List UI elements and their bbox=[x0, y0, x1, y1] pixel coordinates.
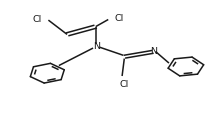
Text: Cl: Cl bbox=[33, 15, 42, 24]
Text: N: N bbox=[150, 47, 157, 56]
Text: Cl: Cl bbox=[115, 14, 124, 23]
Text: Cl: Cl bbox=[120, 80, 129, 89]
Text: N: N bbox=[93, 42, 100, 51]
